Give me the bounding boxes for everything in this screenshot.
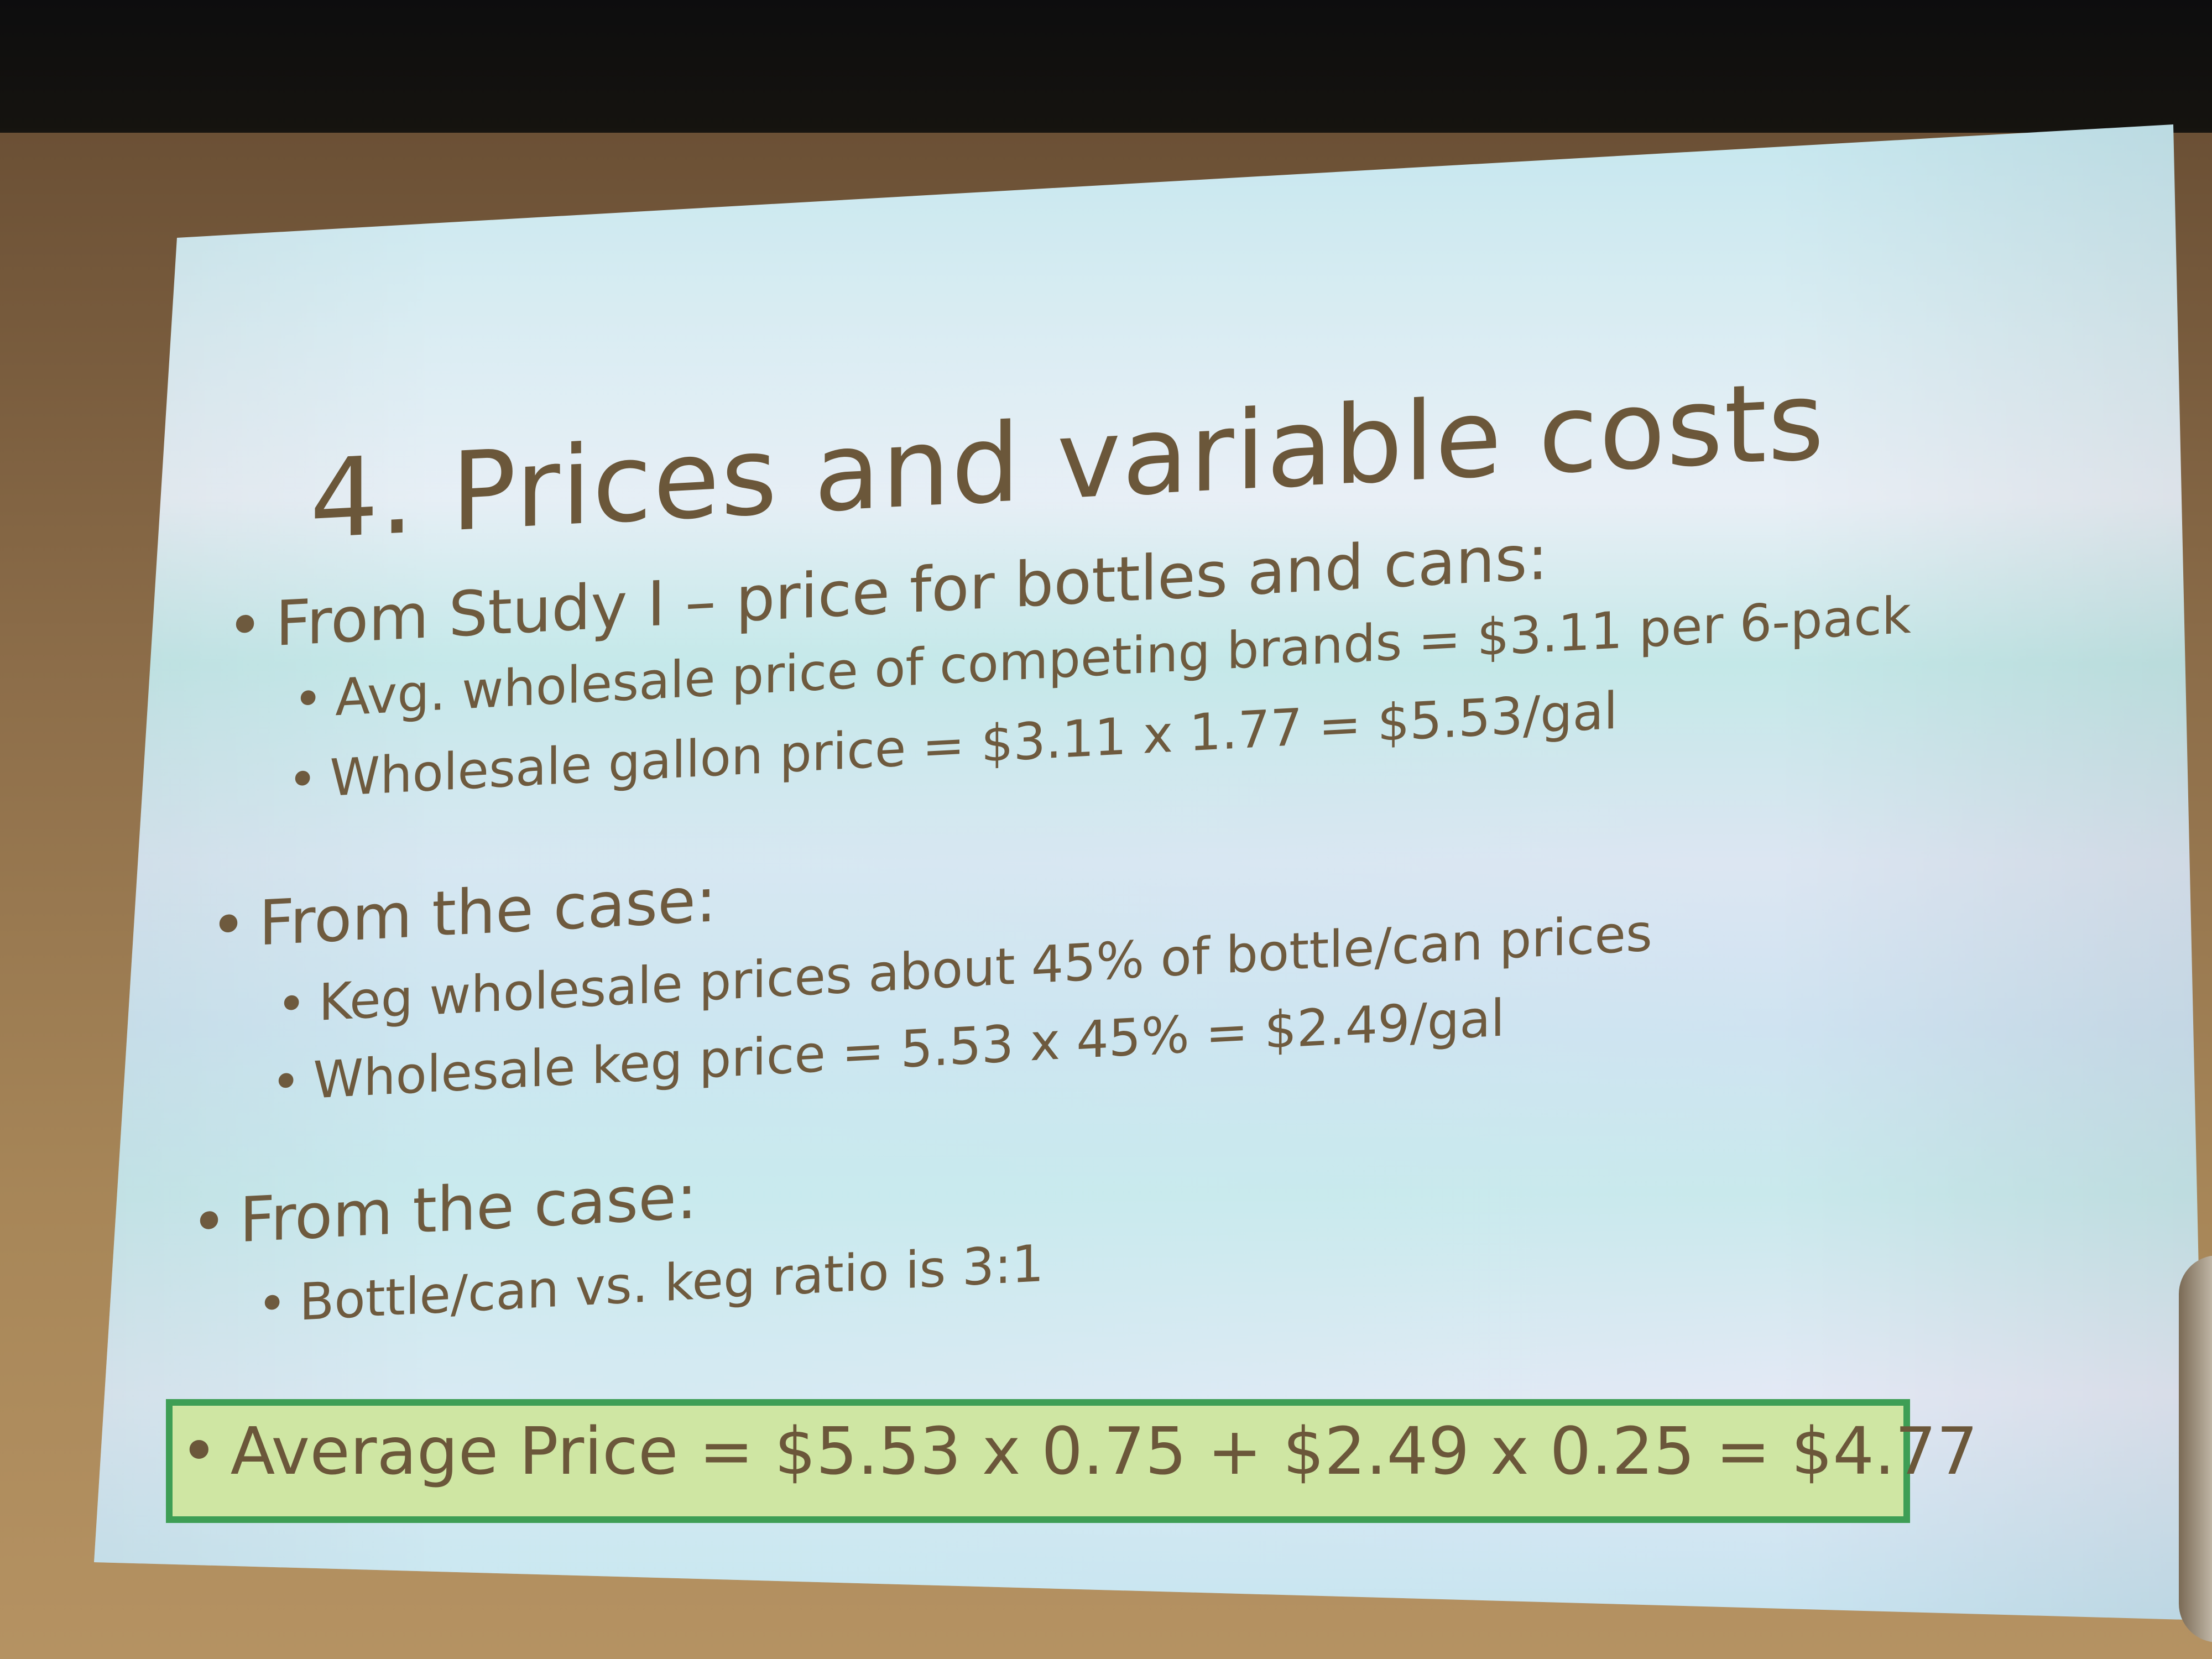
slide-title: 4. Prices and variable costs — [310, 358, 1825, 564]
bullet-icon: • — [288, 749, 318, 810]
bullet-icon: • — [191, 1185, 228, 1259]
bullet-icon: • — [257, 1273, 288, 1334]
section-2-heading: • From the case: — [210, 864, 717, 963]
bullet-icon: • — [227, 589, 264, 663]
bullet-icon: • — [276, 973, 307, 1035]
section-3-heading: • From the case: — [191, 1160, 697, 1259]
bullet-icon: • — [180, 1413, 218, 1489]
average-price-text: • Average Price = $5.53 x 0.75 + $2.49 x … — [180, 1413, 1978, 1489]
bullet-icon: • — [271, 1051, 301, 1113]
average-price-highlight — [166, 1399, 1910, 1523]
bullet-icon: • — [293, 669, 324, 730]
person-silhouette — [2179, 1255, 2212, 1642]
bullet-icon: • — [210, 888, 247, 963]
